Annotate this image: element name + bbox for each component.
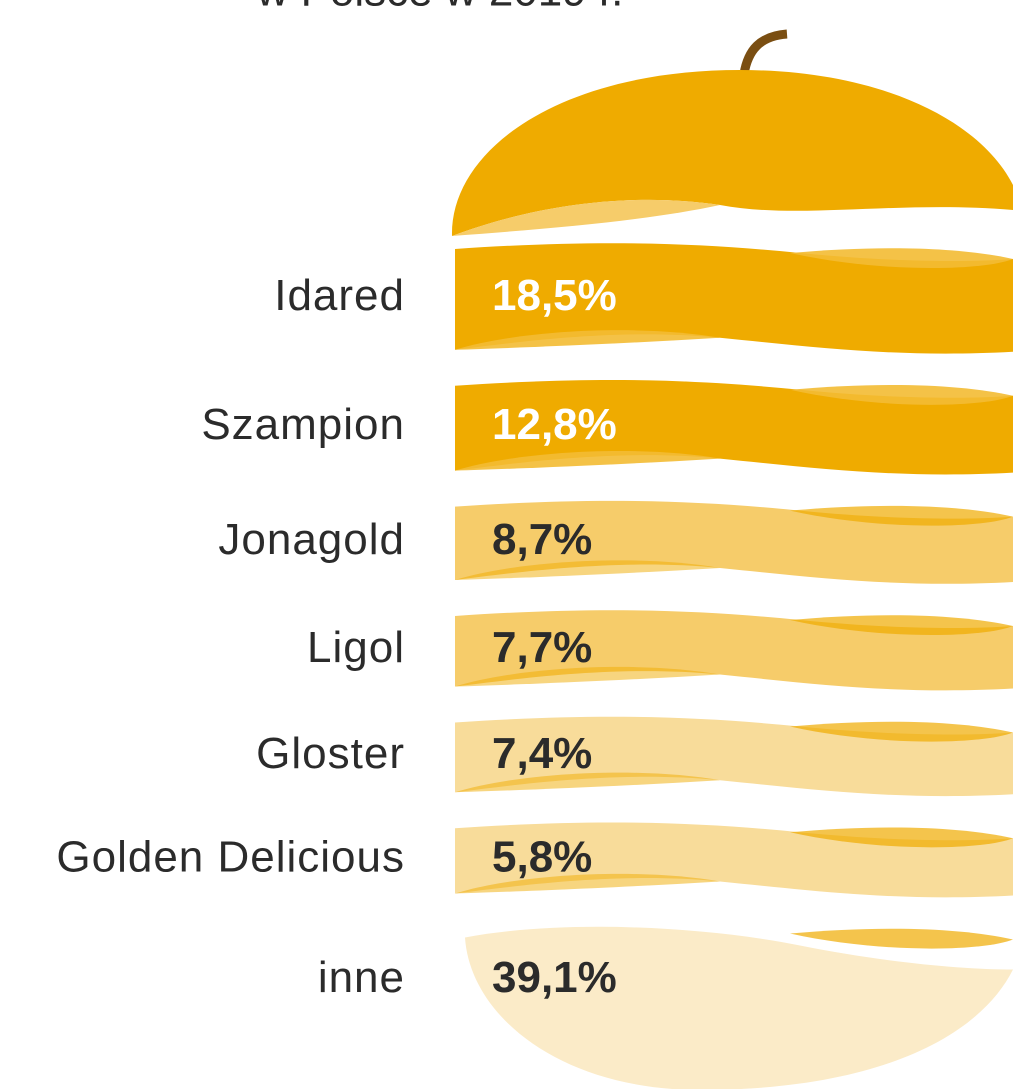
value-label: 39,1% — [492, 953, 617, 1002]
value-label: 12,8% — [492, 400, 617, 449]
apple-stem — [744, 34, 787, 74]
category-label: inne — [318, 953, 405, 1002]
value-label: 7,4% — [492, 729, 592, 778]
band-shade — [790, 929, 1013, 949]
chart-title: w Polsce w 2019 r. — [256, 0, 624, 16]
category-label: Jonagold — [218, 515, 405, 564]
category-label: Idared — [274, 271, 405, 320]
category-label: Golden Delicious — [56, 833, 405, 882]
category-label: Szampion — [201, 400, 405, 449]
value-label: 5,8% — [492, 833, 592, 882]
value-label: 7,7% — [492, 623, 592, 672]
apple-top — [452, 70, 1013, 236]
value-label: 18,5% — [492, 271, 617, 320]
category-label: Ligol — [307, 623, 405, 672]
category-label: Gloster — [256, 729, 405, 778]
chart: w Polsce w 2019 r. Idared 18,5% Szampion 12… — [0, 0, 1013, 1089]
value-label: 8,7% — [492, 515, 592, 564]
band — [465, 927, 1013, 1089]
